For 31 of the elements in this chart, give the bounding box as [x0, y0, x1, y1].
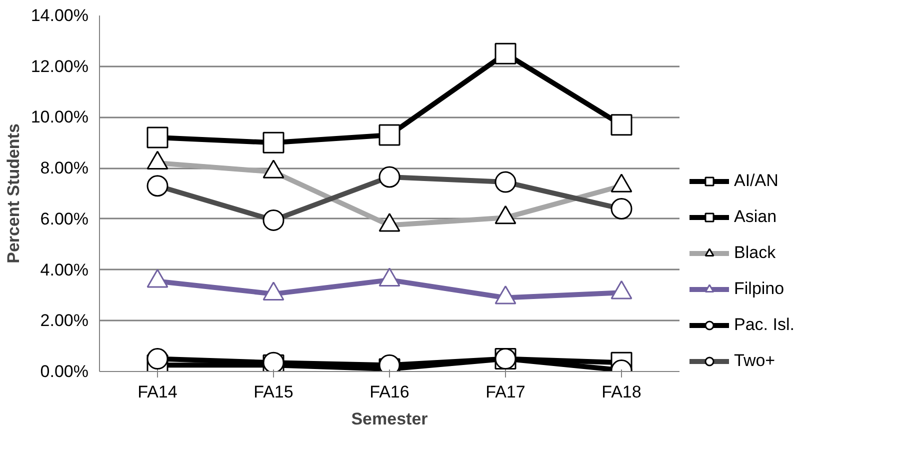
point [378, 268, 400, 286]
x-tick-label: FA14 [138, 382, 178, 402]
x-tick-label: FA15 [254, 382, 294, 402]
x-axis-title: Semester [351, 410, 428, 428]
y-tick-label: 6.00% [40, 209, 88, 228]
legend-label: Black [734, 243, 776, 263]
y-tick-label: 4.00% [40, 260, 88, 280]
point [146, 126, 168, 148]
point [262, 282, 284, 300]
legend-label: Asian [734, 207, 777, 227]
x-tick-label: FA16 [370, 382, 410, 402]
point [610, 280, 632, 300]
y-tick-label: 10.00% [30, 108, 89, 127]
point [262, 132, 284, 154]
point [610, 114, 632, 136]
legend-label: Pac. Isl. [734, 315, 794, 335]
y-tick-label: 0.00% [40, 362, 88, 381]
y-tick-label: 12.00% [30, 56, 89, 76]
legend-label: AI/AN [734, 171, 778, 191]
point [146, 268, 168, 288]
point [494, 285, 516, 304]
point [378, 124, 400, 146]
y-axis-title: Percent Students [4, 124, 23, 264]
legend-label: Filpino [734, 279, 784, 299]
y-tick-label: 2.00% [40, 311, 88, 330]
point [494, 42, 516, 64]
x-tick-label: FA17 [486, 382, 526, 402]
y-tick-label: 8.00% [40, 158, 88, 178]
x-tick-label: FA18 [602, 382, 642, 402]
y-tick-label: 14.00% [30, 6, 89, 25]
legend-label: Two+ [734, 351, 776, 371]
